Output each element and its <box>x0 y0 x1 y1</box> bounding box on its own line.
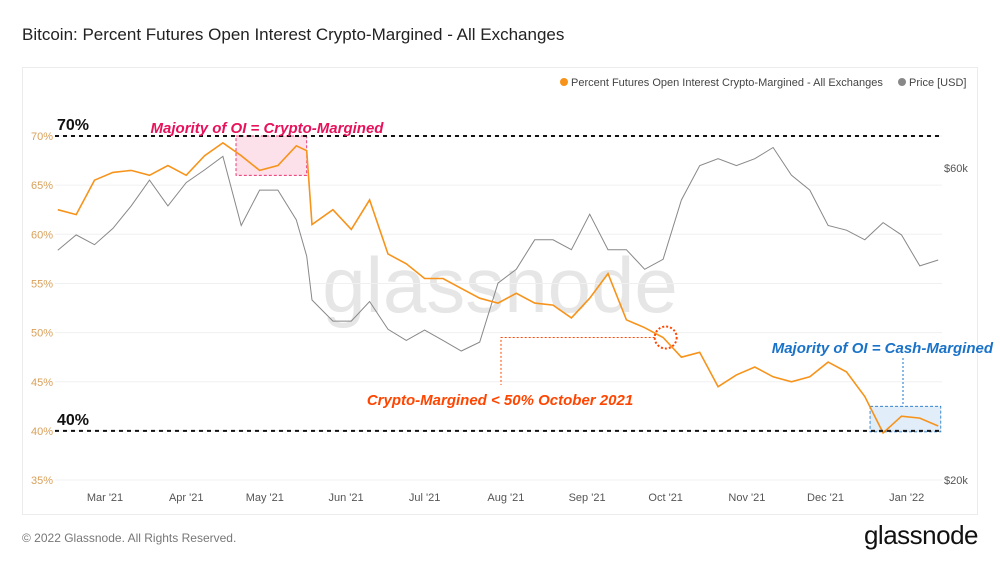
copyright: © 2022 Glassnode. All Rights Reserved. <box>22 531 237 545</box>
x-tick-label: Jan '22 <box>889 492 924 504</box>
x-tick-label: Dec '21 <box>807 492 844 504</box>
y-tick-label: 45% <box>31 377 53 389</box>
x-tick-label: May '21 <box>246 492 284 504</box>
crypto-margined-label: Majority of OI = Crypto-Margined <box>151 120 385 137</box>
legend-oi-dot <box>560 78 568 86</box>
x-tick-label: Apr '21 <box>169 492 204 504</box>
chart-title: Bitcoin: Percent Futures Open Interest C… <box>22 25 565 44</box>
y-tick-label: 50% <box>31 328 53 340</box>
y2-tick-label: $20k <box>944 475 968 487</box>
glassnode-logo: glassnode <box>863 520 979 550</box>
y-tick-label: 65% <box>31 180 53 192</box>
x-tick-label: Oct '21 <box>648 492 683 504</box>
october-connector <box>500 337 655 385</box>
y-tick-label: 35% <box>31 475 53 487</box>
y-tick-label: 70% <box>31 131 53 143</box>
label-70: 70% <box>57 117 89 134</box>
october-marker <box>653 325 678 350</box>
x-tick-label: Aug '21 <box>487 492 524 504</box>
legend-oi-label: Percent Futures Open Interest Crypto-Mar… <box>571 77 883 89</box>
legend-price-label: Price [USD] <box>909 77 966 89</box>
october-label: Crypto-Margined < 50% October 2021 <box>367 392 633 409</box>
cash-margined-label: Majority of OI = Cash-Margined <box>772 340 994 357</box>
x-tick-label: Sep '21 <box>569 492 606 504</box>
y-tick-label: 60% <box>31 229 53 241</box>
crypto-margined-box <box>235 135 308 176</box>
x-tick-label: Jul '21 <box>409 492 440 504</box>
watermark: glassnode <box>322 241 678 329</box>
x-tick-label: Jun '21 <box>328 492 363 504</box>
y-tick-label: 55% <box>31 278 53 290</box>
y2-tick-label: $60k <box>944 163 968 175</box>
legend-price-dot <box>898 78 906 86</box>
oi-series-line <box>57 141 939 435</box>
label-40: 40% <box>57 412 89 429</box>
chart-card <box>22 67 978 515</box>
x-tick-label: Nov '21 <box>728 492 765 504</box>
y-tick-label: 40% <box>31 426 53 438</box>
x-tick-label: Mar '21 <box>87 492 123 504</box>
price-series-line <box>57 146 939 352</box>
